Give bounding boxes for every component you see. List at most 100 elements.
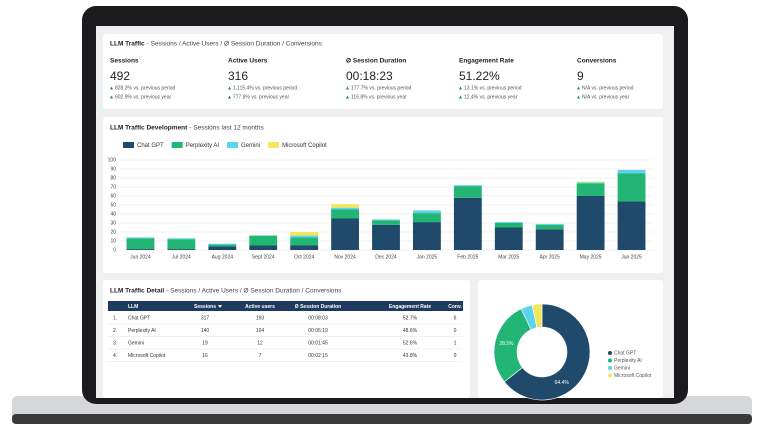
- kpi-change-year: 777.8% vs. previous year: [233, 94, 289, 100]
- y-tick-label: 50: [110, 202, 116, 208]
- bar-segment: [167, 239, 196, 250]
- y-tick-label: 40: [110, 211, 116, 217]
- column-header: Active users: [245, 304, 275, 310]
- table-cell: 00:01:45: [308, 340, 328, 346]
- table-cell: Gemini: [128, 340, 144, 346]
- bar-segment: [372, 219, 400, 221]
- table-cell: 6: [454, 315, 457, 321]
- table-cell: 140: [201, 328, 210, 334]
- bar-segment: [617, 201, 646, 250]
- bar-segment: [413, 210, 441, 214]
- bar-segment: [290, 232, 319, 236]
- bar-segment: [290, 237, 319, 246]
- bar-segment: [576, 181, 605, 183]
- bar-segment: [413, 213, 441, 223]
- up-arrow: [577, 86, 580, 90]
- x-tick-label: Aug 2024: [212, 254, 234, 260]
- kpi-value: 9: [577, 69, 584, 83]
- up-arrow: [459, 95, 462, 99]
- kpi-change-year: 116.8% vs. previous year: [351, 94, 407, 100]
- donut-slice: [503, 303, 591, 401]
- bar-segment: [249, 235, 278, 246]
- y-tick-label: 70: [110, 184, 116, 190]
- legend-label: Chat GPT: [614, 350, 636, 356]
- up-arrow: [459, 86, 462, 90]
- up-arrow: [577, 95, 580, 99]
- x-tick-label: Jan 2025: [417, 254, 438, 260]
- table-cell: 52.6%: [403, 340, 418, 346]
- y-tick-label: 100: [108, 157, 117, 163]
- table-cell: 12: [257, 340, 263, 346]
- bar-segment: [576, 196, 605, 250]
- bar-segment: [290, 235, 319, 238]
- legend-label: Perplexity AI: [614, 358, 642, 364]
- kpi-change-period: N/A vs. previous period: [582, 85, 634, 91]
- bar-segment: [208, 246, 237, 250]
- dashboard: LLM Traffic - Sessions / Active Users / Ø…: [108, 41, 652, 401]
- bar-segment: [535, 224, 564, 230]
- table-cell: 0: [454, 328, 457, 334]
- table-cell: 52.7%: [403, 315, 418, 321]
- bar-segment: [535, 229, 564, 250]
- bar-segment: [494, 222, 523, 223]
- legend-dot: [608, 358, 612, 363]
- table-cell: 1.: [113, 315, 117, 321]
- panel-title: LLM Traffic: [110, 41, 145, 48]
- kpi-value: 51.22%: [459, 69, 500, 83]
- slice-label: 28.5%: [499, 341, 514, 347]
- y-tick-label: 80: [110, 175, 116, 181]
- bar-segment: [576, 183, 605, 196]
- legend-label: Gemini: [241, 143, 260, 149]
- kpi-label: Conversions: [577, 58, 617, 65]
- table-cell: Microsoft Copilot: [128, 353, 166, 359]
- up-arrow: [346, 95, 349, 99]
- kpi-value: 00:18:23: [346, 69, 393, 83]
- x-tick-label: Oct 2024: [294, 254, 315, 260]
- y-tick-label: 60: [110, 193, 116, 199]
- bar-segment: [453, 185, 482, 187]
- x-tick-label: Jun 2025: [621, 254, 642, 260]
- kpi-label: Engagement Rate: [459, 58, 514, 65]
- table-cell: 00:02:15: [308, 353, 328, 359]
- table-header: [108, 301, 463, 311]
- column-header: Engagement Rate: [389, 304, 431, 310]
- bar-segment: [535, 223, 564, 225]
- panel-title: LLM Traffic Detail: [110, 288, 164, 295]
- column-header: LLM: [128, 304, 138, 310]
- table-cell: 104: [256, 328, 265, 334]
- legend-swatch: [268, 142, 280, 148]
- column-header: Conv.: [448, 304, 462, 310]
- kpi-label: Sessions: [110, 58, 139, 65]
- panel-title: LLM Traffic Development: [110, 125, 188, 132]
- table-cell: 7: [259, 353, 262, 359]
- bar-segment: [453, 197, 482, 250]
- table-cell: 16: [202, 353, 208, 359]
- legend-label: Microsoft Copilot: [614, 373, 652, 379]
- bar-segment: [372, 220, 400, 225]
- x-tick-label: Jul 2024: [172, 254, 191, 260]
- table-cell: Perplexity AI: [128, 328, 156, 334]
- legend-label: Gemini: [614, 365, 630, 371]
- sort-icon: [218, 305, 222, 308]
- table-cell: 317: [201, 315, 210, 321]
- legend-swatch: [123, 142, 134, 148]
- bar-segment: [249, 245, 278, 250]
- table-cell: 00:06:19: [308, 328, 328, 334]
- kpi-value: 316: [228, 69, 248, 83]
- donut-slice: [531, 303, 543, 328]
- bar-segment: [453, 186, 482, 198]
- bar-segment: [126, 249, 155, 250]
- legend-swatch: [171, 142, 183, 148]
- table-cell: 43.8%: [403, 353, 418, 359]
- kpi-change-year: 12.4% vs. previous year: [464, 94, 518, 100]
- x-tick-label: Jun 2024: [130, 254, 151, 260]
- up-arrow: [228, 86, 231, 90]
- x-tick-label: Feb 2025: [457, 254, 478, 260]
- x-tick-label: Nov 2024: [334, 254, 356, 260]
- legend-label: Perplexity AI: [186, 143, 220, 149]
- up-arrow: [110, 95, 113, 99]
- kpi-panel: [103, 34, 663, 109]
- y-tick-label: 0: [113, 247, 116, 253]
- bar-segment: [331, 207, 359, 210]
